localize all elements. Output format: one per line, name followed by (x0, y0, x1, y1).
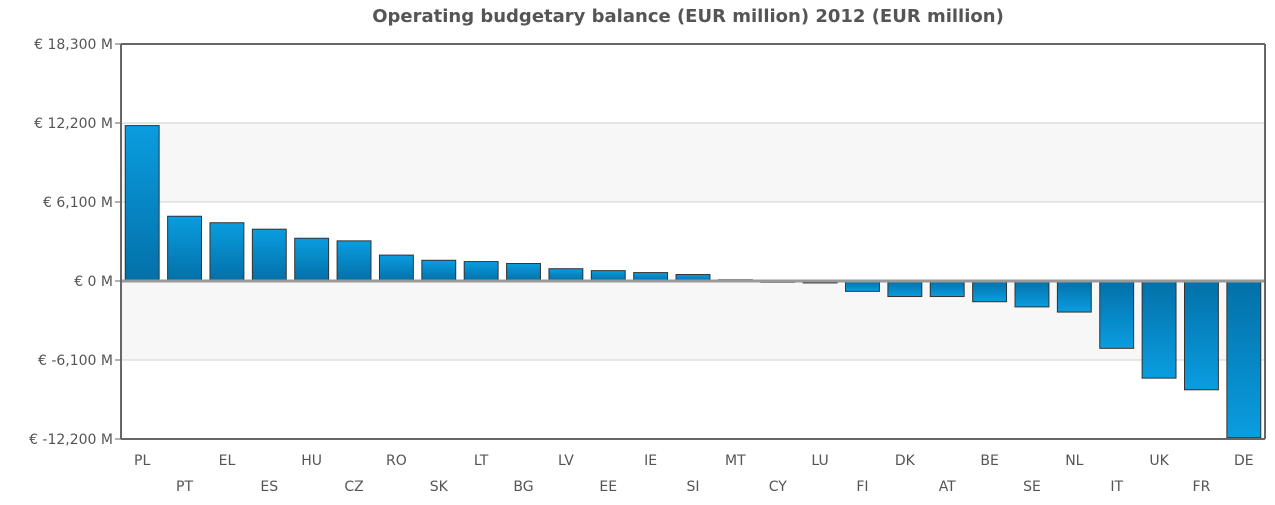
x-tick-label: IE (644, 453, 657, 469)
x-tick-label: LV (558, 453, 574, 469)
x-tick-label: LU (811, 453, 828, 469)
x-tick-label: CZ (344, 479, 363, 495)
bar-UK (1141, 280, 1177, 379)
bar-RO (378, 254, 414, 282)
x-tick-label: FI (856, 479, 868, 495)
bar-CZ (336, 240, 372, 282)
bar-FR (1183, 280, 1219, 391)
x-tick-label: AT (939, 479, 956, 495)
bar-FI (845, 280, 880, 292)
bar-LV (548, 268, 584, 282)
x-tick-label: ES (260, 479, 278, 495)
x-tick-label: UK (1149, 453, 1169, 469)
x-tick-label: PT (176, 479, 193, 495)
x-tick-label: SI (686, 479, 699, 495)
plot-band (121, 281, 1265, 360)
bar-DK (887, 280, 923, 298)
x-tick-label: EL (219, 453, 236, 469)
x-tick-label: IT (1110, 479, 1123, 495)
x-tick-label: EE (599, 479, 617, 495)
x-tick-label: DK (895, 453, 916, 469)
x-tick-label: PL (134, 453, 150, 469)
y-tick-label: € 18,300 M (34, 37, 113, 53)
bar-EE (590, 270, 626, 282)
y-tick-label: € -6,100 M (38, 353, 113, 369)
x-tick-label: HU (301, 453, 322, 469)
x-tick-label: FR (1193, 479, 1211, 495)
bar-DE (1226, 280, 1262, 439)
bar-ES (251, 228, 287, 282)
x-tick-label: SE (1023, 479, 1041, 495)
bar-PL (124, 125, 160, 282)
bar-PT (167, 215, 203, 282)
x-tick-label: NL (1065, 453, 1083, 469)
chart-title: Operating budgetary balance (EUR million… (372, 6, 1004, 27)
x-tick-label: BG (513, 479, 533, 495)
y-tick-label: € 6,100 M (43, 195, 113, 211)
y-tick-label: € -12,200 M (29, 432, 113, 448)
bar-AT (929, 280, 965, 298)
bar-NL (1056, 280, 1092, 313)
x-tick-label: DE (1234, 453, 1254, 469)
bar-LT (463, 261, 499, 282)
bar-SK (421, 259, 457, 282)
x-tick-label: LT (474, 453, 489, 469)
plot-band (121, 123, 1265, 202)
bar-BE (972, 280, 1008, 303)
bar-IT (1099, 280, 1135, 349)
x-tick-label: BE (980, 453, 998, 469)
bar-BG (506, 263, 541, 282)
y-tick-label: € 0 M (74, 274, 113, 290)
x-tick-label: SK (430, 479, 449, 495)
bar-HU (294, 237, 330, 282)
bar-EL (209, 222, 245, 282)
x-tick-label: MT (725, 453, 746, 469)
x-tick-label: CY (769, 479, 788, 495)
y-tick-label: € 12,200 M (34, 116, 113, 132)
x-tick-label: RO (386, 453, 407, 469)
bar-SE (1014, 280, 1050, 308)
